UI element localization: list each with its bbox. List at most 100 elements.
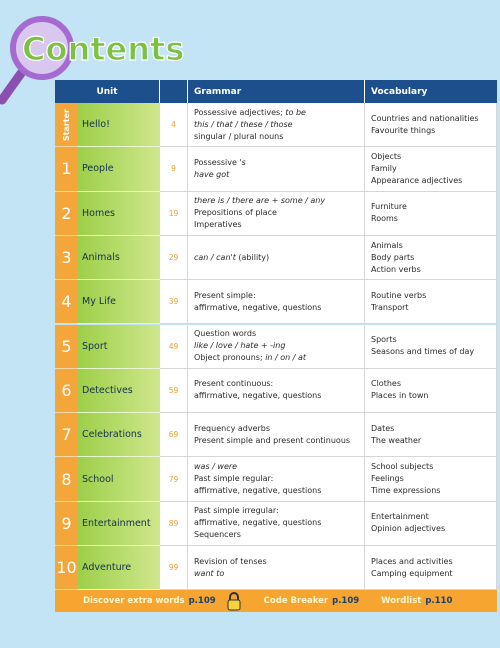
grammar-text: can / can't xyxy=(194,252,236,262)
grammar-text: Prepositions of place xyxy=(194,208,277,218)
grammar-cell: Frequency adverbs Present simple and pres… xyxy=(188,413,365,458)
vocabulary-cell: School subjects Feelings Time expressions xyxy=(365,457,497,502)
unit-name: Animals xyxy=(78,235,160,281)
footer-page: p.109 xyxy=(332,596,360,606)
header-unit: Unit xyxy=(55,80,160,103)
grammar-text: have got xyxy=(194,169,230,179)
footer-label: Discover extra words xyxy=(83,596,185,606)
unit-name: Sport xyxy=(78,324,160,369)
grammar-text: Past simple irregular: xyxy=(194,506,279,516)
footer-item: Code Breaker p.109 xyxy=(264,596,360,606)
grammar-text: Sequencers xyxy=(194,530,241,540)
grammar-text: Imperatives xyxy=(194,220,242,230)
unit-number-text: 3 xyxy=(61,248,72,268)
header-page xyxy=(160,80,188,103)
vocabulary-line: Objects xyxy=(371,151,402,161)
unit-number: 5 xyxy=(55,324,78,369)
unit-number-text: Starter xyxy=(62,108,71,141)
vocabulary-line: The weather xyxy=(371,435,422,445)
vocabulary-line: Appearance adjectives xyxy=(371,175,463,185)
unit-number-text: 9 xyxy=(61,513,72,533)
vocabulary-line: Feelings xyxy=(371,474,404,484)
unit-number: 8 xyxy=(55,457,78,502)
grammar-line: Present continuous: xyxy=(194,378,364,390)
grammar-line: affirmative, negative, questions xyxy=(194,390,364,402)
vocabulary-line: Action verbs xyxy=(371,264,421,274)
unit-number: 7 xyxy=(55,413,78,458)
grammar-line: this / that / these / those xyxy=(194,119,364,131)
magnifier-handle xyxy=(0,67,27,105)
title: Contents xyxy=(22,30,184,68)
unit-number: 10 xyxy=(55,546,78,591)
footer-item: Wordlist p.110 xyxy=(381,596,452,606)
grammar-text: singular / plural nouns xyxy=(194,131,284,141)
unit-name: School xyxy=(78,457,160,502)
vocabulary-line: Entertainment xyxy=(371,512,429,522)
unit-number-text: 8 xyxy=(61,469,72,489)
grammar-line: Possessive adjectives; to be xyxy=(194,107,364,119)
vocabulary-line: Favourite things xyxy=(371,125,436,135)
grammar-cell: can / can't (ability) xyxy=(188,235,365,281)
unit-number-text: 2 xyxy=(61,203,72,223)
unit-number: Starter xyxy=(55,103,78,148)
grammar-cell: Present simple: affirmative, negative, qu… xyxy=(188,280,365,325)
grammar-cell: there is / there are + some / any Preposi… xyxy=(188,191,365,236)
page-number: 4 xyxy=(160,103,188,148)
unit-name: Adventure xyxy=(78,546,160,591)
grammar-text: Object pronouns; xyxy=(194,353,266,363)
unit-number-text: 5 xyxy=(61,336,72,356)
vocabulary-line: School subjects xyxy=(371,462,434,472)
footer-page: p.110 xyxy=(425,596,453,606)
grammar-cell: Revision of tenses want to xyxy=(188,546,365,591)
grammar-text: Frequency adverbs xyxy=(194,423,271,433)
unit-number: 3 xyxy=(55,235,78,281)
grammar-text: Possessive xyxy=(194,157,240,167)
vocabulary-line: Seasons and times of day xyxy=(371,347,475,357)
grammar-cell: Possessive adjectives; to be this / that … xyxy=(188,103,365,148)
title-graphic: Contents xyxy=(0,16,185,105)
vocabulary-cell: Furniture Rooms xyxy=(365,191,497,236)
grammar-line: affirmative, negative, questions xyxy=(194,517,364,529)
vocabulary-line: Body parts xyxy=(371,252,415,262)
vocabulary-line: Clothes xyxy=(371,379,401,389)
magnifier-lens xyxy=(10,16,74,80)
vocabulary-line: Time expressions xyxy=(371,486,441,496)
lock-shackle xyxy=(228,592,239,600)
footer: Discover extra words p.109 Code Breaker p.1… xyxy=(55,590,497,612)
grammar-line: Frequency adverbs xyxy=(194,423,364,435)
grammar-line: Prepositions of place xyxy=(194,207,364,219)
grammar-text: to be xyxy=(285,107,306,117)
vocabulary-line: Dates xyxy=(371,423,395,433)
grammar-line: Imperatives xyxy=(194,219,364,231)
page-number: 89 xyxy=(160,501,188,546)
footer-label: Wordlist xyxy=(381,596,422,606)
grammar-text: want to xyxy=(194,568,225,578)
header-vocabulary: Vocabulary xyxy=(365,80,497,103)
unit-name: Hello! xyxy=(78,103,160,148)
grammar-text: Revision of tenses xyxy=(194,556,267,566)
grammar-line: want to xyxy=(194,568,364,580)
vocabulary-line: Sports xyxy=(371,335,397,345)
grammar-text: Question words xyxy=(194,329,257,339)
unit-number: 2 xyxy=(55,191,78,236)
grammar-text: in / on / at xyxy=(265,353,307,363)
grammar-cell: Past simple irregular: affirmative, negat… xyxy=(188,501,365,546)
grammar-text: affirmative, negative, questions xyxy=(194,302,322,312)
grammar-line: Possessive 's xyxy=(194,157,364,169)
lock-body xyxy=(227,599,241,611)
grammar-line: like / love / hate + -ing xyxy=(194,340,364,352)
unit-number: 6 xyxy=(55,368,78,414)
grammar-line: Revision of tenses xyxy=(194,556,364,568)
grammar-line: there is / there are + some / any xyxy=(194,195,364,207)
grammar-text: was / were xyxy=(194,462,238,472)
grammar-text: affirmative, negative, questions xyxy=(194,518,322,528)
grammar-text: there is / there are + some / any xyxy=(194,196,326,206)
page-number: 69 xyxy=(160,413,188,458)
grammar-text: affirmative, negative, questions xyxy=(194,391,322,401)
unit-number-text: 1 xyxy=(61,159,72,179)
grammar-line: singular / plural nouns xyxy=(194,131,364,143)
grammar-line: have got xyxy=(194,169,364,181)
unit-name: Entertainment xyxy=(78,501,160,546)
vocabulary-line: Family xyxy=(371,163,397,173)
